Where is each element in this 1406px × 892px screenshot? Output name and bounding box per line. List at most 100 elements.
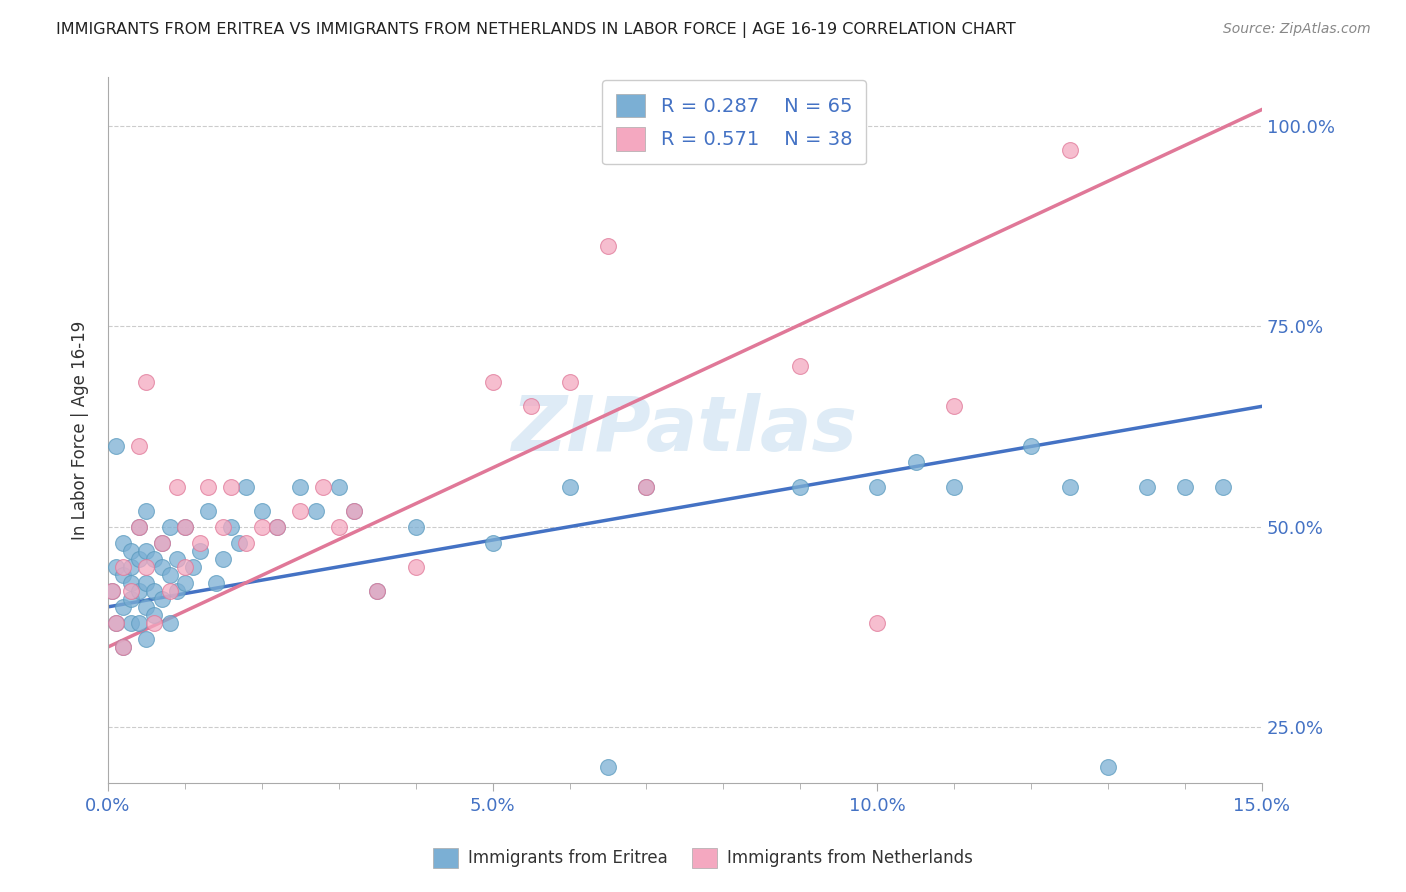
Point — [328, 519, 350, 533]
Point — [212, 551, 235, 566]
Point — [596, 239, 619, 253]
Point — [789, 479, 811, 493]
Point — [520, 400, 543, 414]
Point — [290, 503, 312, 517]
Point — [1059, 143, 1081, 157]
Point — [558, 479, 581, 493]
Point — [343, 503, 366, 517]
Point — [143, 615, 166, 630]
Point — [112, 640, 135, 654]
Point — [305, 503, 328, 517]
Point — [135, 543, 157, 558]
Point — [943, 479, 966, 493]
Point — [197, 503, 219, 517]
Point — [1019, 440, 1042, 454]
Point — [112, 640, 135, 654]
Point — [174, 559, 197, 574]
Point — [159, 615, 181, 630]
Point — [188, 543, 211, 558]
Point — [101, 583, 124, 598]
Point — [328, 479, 350, 493]
Point — [120, 583, 142, 598]
Point — [174, 519, 197, 533]
Point — [266, 519, 288, 533]
Point — [135, 559, 157, 574]
Point — [943, 400, 966, 414]
Point — [405, 559, 427, 574]
Point — [197, 479, 219, 493]
Point — [219, 519, 242, 533]
Point — [188, 535, 211, 549]
Point — [1135, 479, 1157, 493]
Point — [636, 479, 658, 493]
Point — [101, 583, 124, 598]
Point — [204, 575, 226, 590]
Point — [174, 575, 197, 590]
Point — [558, 376, 581, 390]
Point — [866, 479, 889, 493]
Point — [1174, 800, 1197, 814]
Point — [159, 583, 181, 598]
Point — [235, 535, 257, 549]
Point — [159, 519, 181, 533]
Y-axis label: In Labor Force | Age 16-19: In Labor Force | Age 16-19 — [72, 321, 89, 540]
Point — [150, 535, 173, 549]
Point — [135, 376, 157, 390]
Point — [112, 599, 135, 614]
Point — [166, 551, 188, 566]
Legend: R = 0.287    N = 65, R = 0.571    N = 38: R = 0.287 N = 65, R = 0.571 N = 38 — [602, 80, 866, 164]
Point — [104, 615, 127, 630]
Point — [159, 567, 181, 582]
Point — [1212, 479, 1234, 493]
Text: IMMIGRANTS FROM ERITREA VS IMMIGRANTS FROM NETHERLANDS IN LABOR FORCE | AGE 16-1: IMMIGRANTS FROM ERITREA VS IMMIGRANTS FR… — [56, 22, 1017, 38]
Point — [219, 479, 242, 493]
Text: ZIPatlas: ZIPatlas — [512, 393, 858, 467]
Point — [1174, 479, 1197, 493]
Point — [266, 519, 288, 533]
Point — [150, 559, 173, 574]
Point — [120, 575, 142, 590]
Point — [112, 559, 135, 574]
Point — [235, 479, 257, 493]
Point — [135, 632, 157, 646]
Point — [405, 519, 427, 533]
Point — [112, 535, 135, 549]
Point — [135, 503, 157, 517]
Point — [904, 455, 927, 469]
Point — [120, 543, 142, 558]
Legend: Immigrants from Eritrea, Immigrants from Netherlands: Immigrants from Eritrea, Immigrants from… — [426, 841, 980, 875]
Point — [128, 615, 150, 630]
Point — [150, 591, 173, 606]
Point — [343, 503, 366, 517]
Point — [128, 583, 150, 598]
Point — [250, 503, 273, 517]
Point — [128, 519, 150, 533]
Point — [866, 615, 889, 630]
Point — [596, 760, 619, 774]
Point — [104, 559, 127, 574]
Point — [104, 440, 127, 454]
Point — [128, 440, 150, 454]
Point — [143, 551, 166, 566]
Point — [312, 479, 335, 493]
Point — [481, 376, 503, 390]
Point — [636, 479, 658, 493]
Point — [1097, 760, 1119, 774]
Point — [112, 567, 135, 582]
Point — [150, 535, 173, 549]
Point — [250, 519, 273, 533]
Point — [143, 583, 166, 598]
Point — [135, 575, 157, 590]
Point — [174, 519, 197, 533]
Point — [143, 607, 166, 622]
Point — [135, 599, 157, 614]
Point — [481, 535, 503, 549]
Point — [166, 479, 188, 493]
Point — [120, 559, 142, 574]
Point — [366, 583, 388, 598]
Point — [128, 519, 150, 533]
Point — [166, 583, 188, 598]
Point — [290, 479, 312, 493]
Point — [228, 535, 250, 549]
Point — [181, 559, 204, 574]
